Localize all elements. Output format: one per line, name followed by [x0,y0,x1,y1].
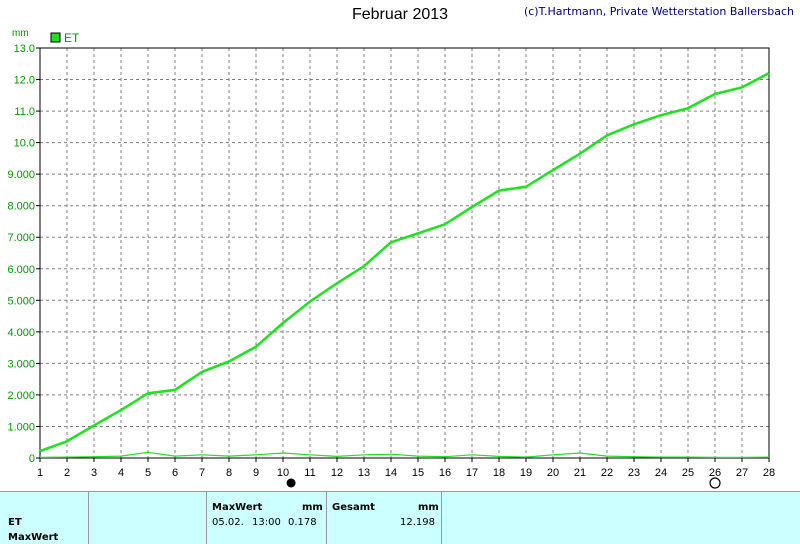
series-layer [39,72,770,458]
gesamt-header: Gesamt [332,502,375,513]
legend-swatch-et [50,32,61,43]
gesamt-unit: mm [418,502,439,513]
copyright-credit: (c)T.Hartmann, Private Wetterstation Bal… [523,5,794,18]
x-tick-label: 1 [37,467,43,479]
summary-table: ET MaxWert MaxWert mm 05.02. 13:00 0.178… [0,491,800,544]
y-tick-label: 3.000 [7,358,35,370]
x-tick-label: 26 [709,467,721,479]
row-label-maxwert: MaxWert [8,532,59,543]
plot-frame [39,47,770,459]
x-tick-label: 17 [466,467,478,479]
x-tick-label: 14 [385,467,397,479]
y-tick-label: 4.000 [7,327,35,339]
x-tick-label: 4 [118,467,124,479]
x-tick-label: 7 [199,467,205,479]
x-tick-label: 15 [412,467,424,479]
y-tick-label: 5.000 [7,295,35,307]
gesamt-value: 12.198 [400,517,435,528]
y-axis-label: mm [12,28,29,39]
y-tick-label: 12.0 [14,75,35,87]
marker-new-moon [286,478,296,488]
marker-full-moon [709,477,721,489]
y-tick-label: 13.0 [14,43,35,55]
y-tick-label: 6.000 [7,264,35,276]
row-label-et: ET [8,517,22,528]
y-tick-label: 10.0 [14,138,35,150]
y-tick-label: 9.000 [7,169,35,181]
x-tick-label: 12 [331,467,343,479]
y-tick-label: 8.000 [7,201,35,213]
y-axis-ticks: 0 1.000 2.000 3.000 4.000 5.000 6.000 7.000 8.00… [7,43,40,465]
table-divider [326,492,327,544]
y-tick-label: 2.000 [7,390,35,402]
x-tick-label: 22 [601,467,613,479]
x-tick-label: 18 [493,467,505,479]
x-tick-label: 16 [439,467,451,479]
series-line-cumulative [39,72,770,453]
x-tick-label: 3 [91,467,97,479]
maxwert-time: 13:00 [252,517,281,528]
series-line-daily [39,451,770,458]
date-markers [286,477,721,489]
maxwert-value: 0.178 [288,517,317,528]
x-tick-label: 19 [520,467,532,479]
x-tick-label: 2 [64,467,70,479]
table-divider [441,492,442,544]
y-tick-label: 7.000 [7,232,35,244]
x-tick-label: 10 [277,467,289,479]
x-tick-label: 6 [172,467,178,479]
x-axis-ticks: 1 2 3 4 5 6 7 8 9 10 11 12 13 14 15 16 17 18 19 20 21 22 23 24 2… [37,458,775,479]
chart-title: Februar 2013 [351,6,449,23]
maxwert-header: MaxWert [212,502,263,513]
x-tick-label: 24 [655,467,667,479]
x-tick-label: 25 [682,467,694,479]
maxwert-unit: mm [302,502,323,513]
legend-label-et: ET [64,31,80,45]
table-divider [88,492,89,544]
x-tick-label: 5 [145,467,151,479]
maxwert-date: 05.02. [212,517,244,528]
x-tick-label: 13 [358,467,370,479]
x-tick-label: 28 [763,467,775,479]
x-tick-label: 11 [304,467,315,479]
x-tick-label: 9 [253,467,259,479]
x-tick-label: 8 [226,467,232,479]
x-tick-label: 23 [628,467,640,479]
x-tick-label: 27 [736,467,748,479]
x-tick-label: 21 [574,467,586,479]
et-line-chart: 0 1.000 2.000 3.000 4.000 5.000 6.000 7.000 8.00… [7,28,775,489]
grid [40,48,769,458]
y-tick-label: 0 [29,453,35,465]
y-tick-label: 11.0 [14,106,35,118]
table-divider [206,492,207,544]
x-tick-label: 20 [547,467,559,479]
y-tick-label: 1.000 [7,421,35,433]
